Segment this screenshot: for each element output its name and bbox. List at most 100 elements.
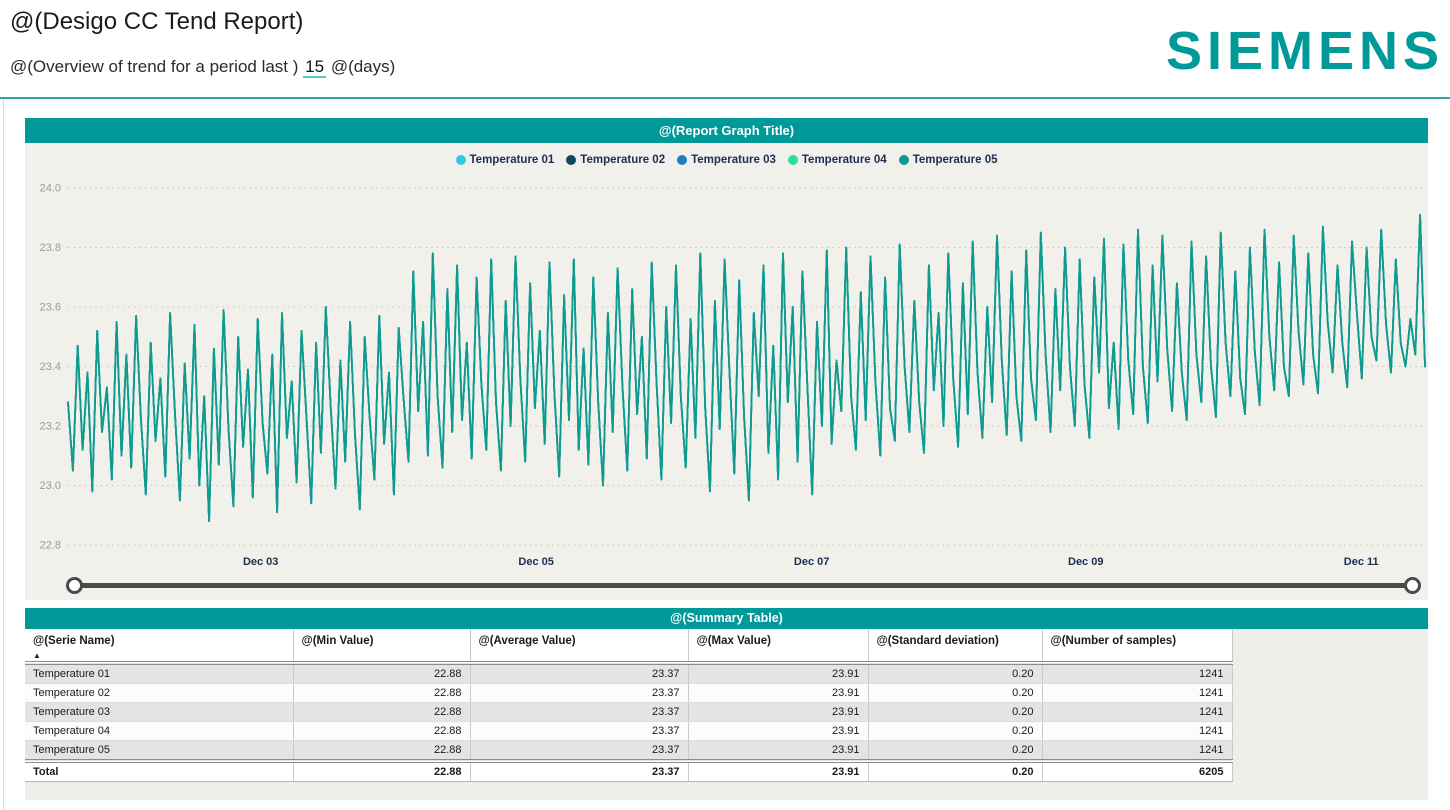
x-axis-tick-label: Dec 09 (1068, 556, 1103, 568)
legend-item-temperature-04[interactable]: Temperature 04 (788, 154, 887, 166)
total-row: Total22.8823.3723.910.206205 (25, 761, 1232, 782)
samples-value-cell: 6205 (1042, 761, 1232, 782)
siemens-logo: SIEMENS (1166, 20, 1444, 82)
avg-value-cell: 23.37 (470, 741, 688, 762)
chart-panel-title: @(Report Graph Title) (25, 118, 1428, 143)
samples-value-cell: 1241 (1042, 684, 1232, 703)
avg-value-cell: 23.37 (470, 703, 688, 722)
std-value-cell: 0.20 (868, 722, 1042, 741)
chart-legend: Temperature 01 Temperature 02 Temperature … (25, 154, 1428, 166)
samples-value-cell: 1241 (1042, 703, 1232, 722)
avg-value-cell: 23.37 (470, 722, 688, 741)
page-title: @(Desigo CC Tend Report) (10, 8, 303, 36)
page-left-border (3, 99, 4, 810)
std-value-cell: 0.20 (868, 741, 1042, 762)
trend-line-chart: 24.0 23.8 23.6 23.4 23.2 23.0 22.8 Dec 03 Dec 05… (25, 173, 1428, 573)
legend-item-temperature-01[interactable]: Temperature 01 (456, 154, 555, 166)
slider-handle-right[interactable] (1404, 577, 1421, 594)
min-value-cell: 22.88 (293, 722, 470, 741)
min-value-cell: 22.88 (293, 703, 470, 722)
column-header-serie-name[interactable]: @(Serie Name)▲ (25, 629, 293, 663)
header-row: @(Serie Name)▲@(Min Value)@(Average Valu… (25, 629, 1232, 663)
legend-label: Temperature 05 (913, 154, 998, 166)
table-row: Temperature 0322.8823.3723.910.201241 (25, 703, 1232, 722)
x-axis-tick-label: Dec 11 (1344, 556, 1379, 568)
legend-item-temperature-05[interactable]: Temperature 05 (899, 154, 998, 166)
column-header-number-of-samples[interactable]: @(Number of samples) (1042, 629, 1232, 663)
serie-name-cell: Temperature 03 (25, 703, 293, 722)
subtitle-prefix: @(Overview of trend for a period last ) (10, 57, 298, 76)
column-header-min-value[interactable]: @(Min Value) (293, 629, 470, 663)
serie-name-cell: Temperature 02 (25, 684, 293, 703)
y-axis-tick-label: 23.0 (40, 480, 61, 492)
series-line-temperature-05 (68, 215, 1425, 521)
report-subtitle: @(Overview of trend for a period last ) … (10, 57, 395, 77)
column-header-average-value[interactable]: @(Average Value) (470, 629, 688, 663)
serie-name-cell: Temperature 05 (25, 741, 293, 762)
max-value-cell: 23.91 (688, 722, 868, 741)
legend-color-dot-icon (788, 155, 798, 165)
table-row: Temperature 0122.8823.3723.910.201241 (25, 663, 1232, 684)
samples-value-cell: 1241 (1042, 722, 1232, 741)
time-range-slider-track[interactable] (75, 583, 1413, 588)
y-axis-tick-label: 22.8 (40, 540, 61, 552)
max-value-cell: 23.91 (688, 741, 868, 762)
trend-chart-panel: @(Report Graph Title) Temperature 01Temp… (25, 118, 1428, 600)
max-value-cell: 23.91 (688, 684, 868, 703)
min-value-cell: 22.88 (293, 663, 470, 684)
serie-name-cell: Total (25, 761, 293, 782)
y-axis-tick-label: 24.0 (40, 183, 61, 195)
legend-label: Temperature 01 (470, 154, 555, 166)
summary-table: @(Serie Name)▲@(Min Value)@(Average Valu… (25, 629, 1233, 782)
serie-name-cell: Temperature 01 (25, 663, 293, 684)
subtitle-suffix: @(days) (331, 57, 396, 76)
table-row: Temperature 0522.8823.3723.910.201241 (25, 741, 1232, 762)
summary-table-total: Total22.8823.3723.910.206205 (25, 761, 1232, 782)
avg-value-cell: 23.37 (470, 684, 688, 703)
x-axis-tick-label: Dec 07 (794, 556, 829, 568)
legend-color-dot-icon (456, 155, 466, 165)
legend-label: Temperature 04 (802, 154, 887, 166)
table-row: Temperature 0422.8823.3723.910.201241 (25, 722, 1232, 741)
std-value-cell: 0.20 (868, 703, 1042, 722)
legend-label: Temperature 02 (580, 154, 665, 166)
x-axis-tick-label: Dec 05 (518, 556, 553, 568)
avg-value-cell: 23.37 (470, 761, 688, 782)
summary-table-rows: Temperature 0122.8823.3723.910.201241Tem… (25, 663, 1232, 761)
legend-item-temperature-03[interactable]: Temperature 03 (677, 154, 776, 166)
header-divider (0, 97, 1450, 99)
legend-color-dot-icon (566, 155, 576, 165)
column-header-max-value[interactable]: @(Max Value) (688, 629, 868, 663)
max-value-cell: 23.91 (688, 703, 868, 722)
x-axis-tick-label: Dec 03 (243, 556, 278, 568)
report-page: @(Desigo CC Tend Report) @(Overview of t… (0, 0, 1450, 810)
std-value-cell: 0.20 (868, 684, 1042, 703)
serie-name-cell: Temperature 04 (25, 722, 293, 741)
y-axis-tick-label: 23.8 (40, 242, 61, 254)
summary-table-head: @(Serie Name)▲@(Min Value)@(Average Valu… (25, 629, 1232, 663)
summary-table-panel: @(Summary Table) @(Serie Name)▲@(Min Val… (25, 608, 1428, 800)
samples-value-cell: 1241 (1042, 741, 1232, 762)
sort-ascending-icon: ▲ (33, 652, 41, 660)
max-value-cell: 23.91 (688, 761, 868, 782)
legend-color-dot-icon (899, 155, 909, 165)
y-axis-tick-label: 23.6 (40, 302, 61, 314)
table-row: Temperature 0222.8823.3723.910.201241 (25, 684, 1232, 703)
y-axis-tick-label: 23.2 (40, 421, 61, 433)
legend-item-temperature-02[interactable]: Temperature 02 (566, 154, 665, 166)
summary-table-body: @(Serie Name)▲@(Min Value)@(Average Valu… (25, 629, 1428, 800)
summary-panel-title: @(Summary Table) (25, 608, 1428, 629)
min-value-cell: 22.88 (293, 741, 470, 762)
column-header-standard-deviation[interactable]: @(Standard deviation) (868, 629, 1042, 663)
slider-handle-left[interactable] (66, 577, 83, 594)
min-value-cell: 22.88 (293, 761, 470, 782)
std-value-cell: 0.20 (868, 663, 1042, 684)
legend-color-dot-icon (677, 155, 687, 165)
legend-label: Temperature 03 (691, 154, 776, 166)
std-value-cell: 0.20 (868, 761, 1042, 782)
y-axis-tick-label: 23.4 (40, 361, 61, 373)
avg-value-cell: 23.37 (470, 663, 688, 684)
period-days-value[interactable]: 15 (303, 57, 326, 78)
samples-value-cell: 1241 (1042, 663, 1232, 684)
min-value-cell: 22.88 (293, 684, 470, 703)
